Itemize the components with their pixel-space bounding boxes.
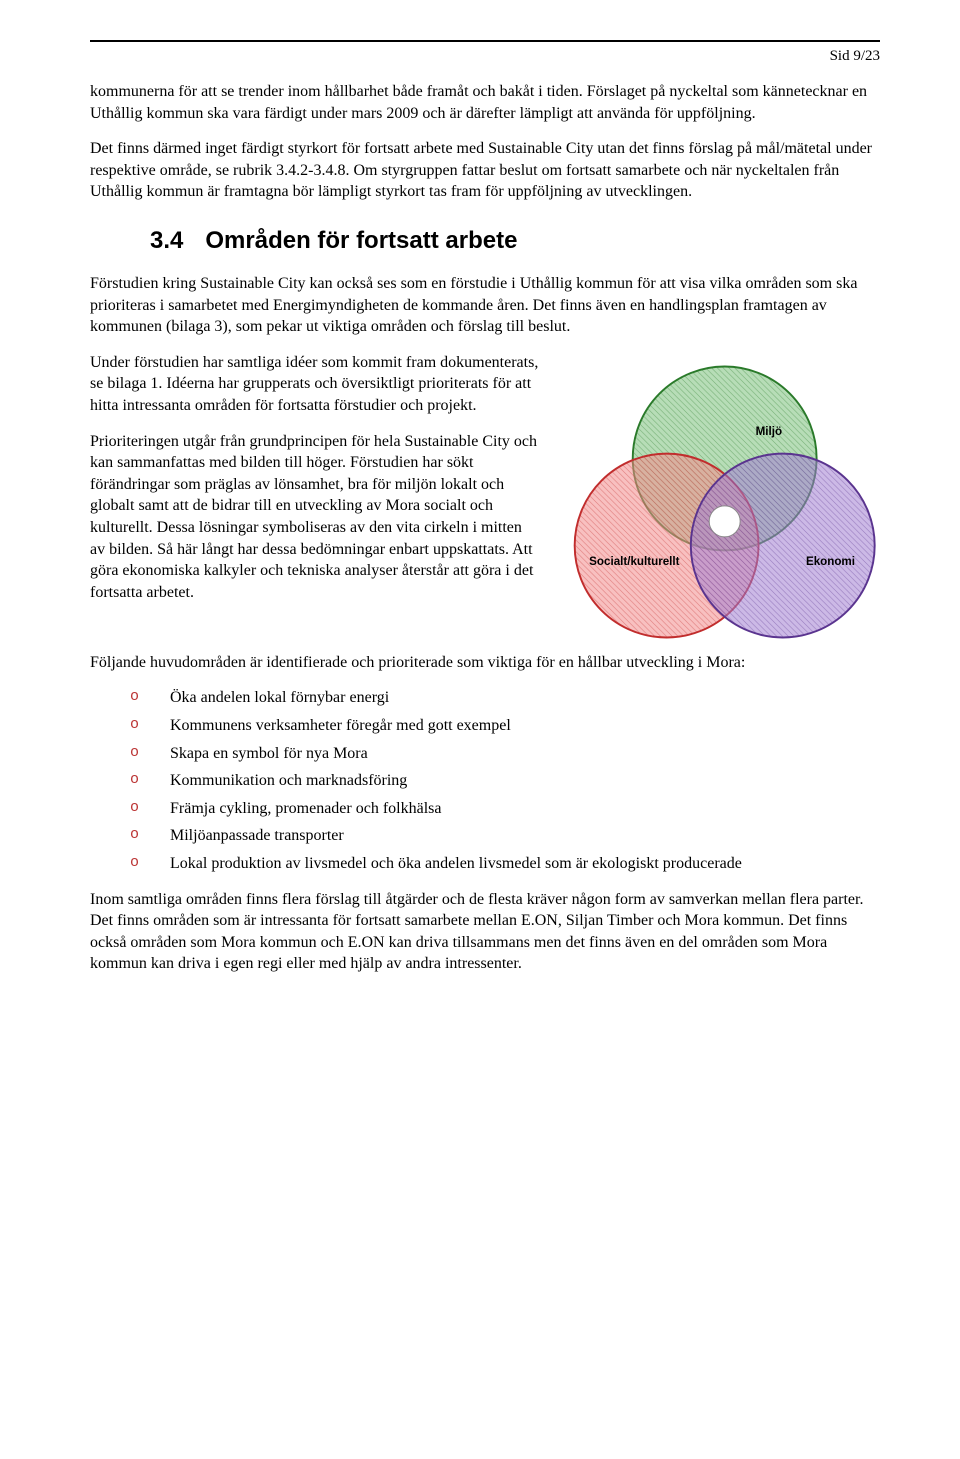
- paragraph: Följande huvudområden är identifierade o…: [90, 652, 880, 674]
- bullet-item: Kommunikation och marknadsföring: [130, 770, 880, 792]
- section-title: Områden för fortsatt arbete: [205, 227, 517, 254]
- section-number: 3.4: [150, 227, 183, 255]
- bullet-item: Främja cykling, promenader och folkhälsa: [130, 798, 880, 820]
- page-number: Sid 9/23: [90, 48, 880, 65]
- section-heading: 3.4 Områden för fortsatt arbete: [150, 227, 880, 255]
- bullet-item: Lokal produktion av livsmedel och öka an…: [130, 853, 880, 875]
- bullet-item: Öka andelen lokal förnybar energi: [130, 687, 880, 709]
- bullet-item: Skapa en symbol för nya Mora: [130, 743, 880, 765]
- venn-label: Ekonomi: [806, 555, 855, 568]
- venn-center: [709, 506, 740, 537]
- paragraph: Det finns därmed inget färdigt styrkort …: [90, 138, 880, 203]
- bullet-item: Kommunens verksamheter föregår med gott …: [130, 715, 880, 737]
- venn-diagram: Miljö Socialt/kulturellt Ekonomi: [550, 352, 880, 652]
- paragraph: Förstudien kring Sustainable City kan oc…: [90, 273, 880, 338]
- venn-circle: [691, 453, 875, 637]
- paragraph: kommunerna för att se trender inom hållb…: [90, 81, 880, 124]
- paragraph: Inom samtliga områden finns flera försla…: [90, 889, 880, 975]
- venn-label: Socialt/kulturellt: [589, 555, 679, 568]
- text-with-figure: MiljöSocialt/kulturelltEkonomi Under för…: [90, 352, 880, 652]
- venn-svg: Miljö Socialt/kulturellt Ekonomi: [550, 352, 880, 652]
- document-page: Sid 9/23 kommunerna för att se trender i…: [0, 0, 960, 1049]
- venn-label: Miljö: [756, 425, 782, 438]
- bullet-item: Miljöanpassade transporter: [130, 825, 880, 847]
- bullet-list: Öka andelen lokal förnybar energi Kommune…: [130, 687, 880, 874]
- header-rule: [90, 40, 880, 42]
